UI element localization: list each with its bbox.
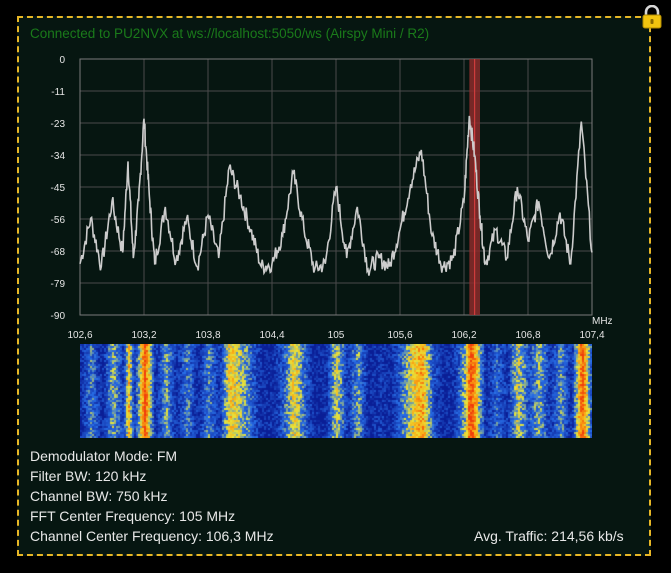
- y-tick-label: -34: [51, 151, 66, 162]
- x-tick-label: 105,6: [387, 330, 412, 341]
- x-unit-label: MHz: [592, 316, 613, 327]
- spectrum-trace: [79, 115, 593, 276]
- x-tick-label: 107,4: [579, 330, 604, 341]
- y-tick-label: -90: [51, 311, 66, 322]
- x-tick-label: 103,2: [131, 330, 156, 341]
- padlock-icon[interactable]: [641, 5, 663, 29]
- x-tick-label: 106,2: [451, 330, 476, 341]
- y-tick-label: -45: [51, 183, 66, 194]
- average-traffic: Avg. Traffic: 214,56 kb/s: [474, 528, 624, 544]
- fft-center-frequency: FFT Center Frequency: 105 MHz: [30, 508, 236, 524]
- receiver-panel: [17, 16, 651, 556]
- y-tick-label: -79: [51, 279, 66, 290]
- y-tick-label: 0: [59, 55, 65, 66]
- x-tick-label: 105: [328, 330, 345, 341]
- y-tick-label: -23: [51, 119, 66, 130]
- x-tick-label: 103,8: [195, 330, 220, 341]
- channel-bandwidth: Channel BW: 750 kHz: [30, 488, 168, 504]
- connection-status: Connected to PU2NVX at ws://localhost:50…: [30, 26, 430, 41]
- x-tick-label: 104,4: [259, 330, 284, 341]
- y-tick-label: -56: [51, 215, 66, 226]
- demodulator-mode: Demodulator Mode: FM: [30, 448, 178, 464]
- filter-bandwidth: Filter BW: 120 kHz: [30, 468, 147, 484]
- x-tick-label: 106,8: [515, 330, 540, 341]
- y-tick-label: -68: [51, 247, 66, 258]
- waterfall-display[interactable]: [80, 344, 592, 438]
- chart-plot-border: [79, 58, 593, 316]
- channel-center-frequency: Channel Center Frequency: 106,3 MHz: [30, 528, 274, 544]
- y-tick-label: -11: [51, 87, 65, 98]
- x-tick-label: 102,6: [67, 330, 92, 341]
